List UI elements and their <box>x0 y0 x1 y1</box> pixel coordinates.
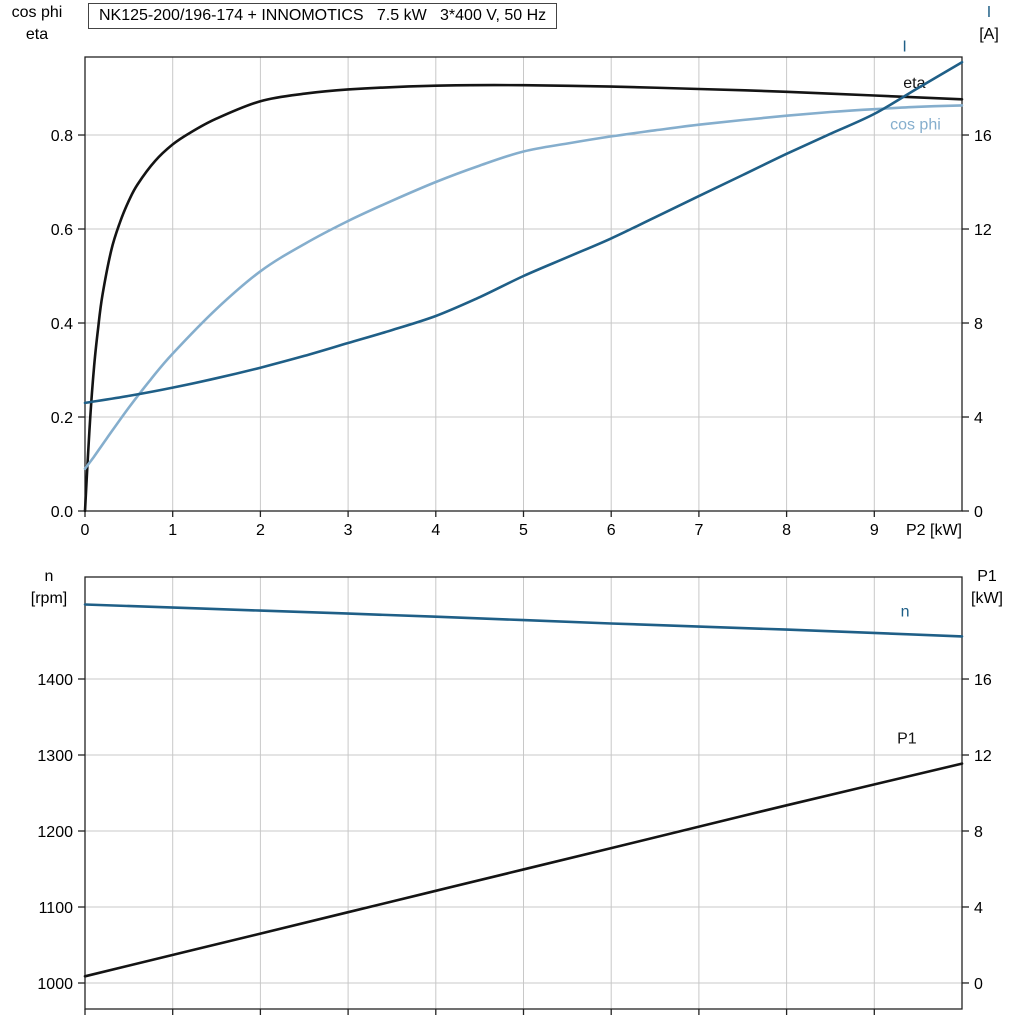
left-tick-label: 0.2 <box>51 410 73 427</box>
x-tick-label: 6 <box>607 522 616 539</box>
axis-label-speed: n <box>44 568 54 585</box>
x-axis-label: P2 [kW] <box>906 522 962 539</box>
left-tick-label: 1100 <box>39 900 74 917</box>
axis-label-eta: eta <box>25 26 49 43</box>
axis-label-current-unit: [A] <box>979 26 999 43</box>
right-tick-label: 12 <box>974 222 992 239</box>
left-tick-label: 1400 <box>37 672 73 689</box>
right-tick-label: 0 <box>974 504 983 521</box>
I-curve <box>83 60 964 405</box>
x-tick-label: 7 <box>694 522 703 539</box>
axis-label-p1-unit: [kW] <box>971 590 1003 607</box>
left-tick-label: 0.0 <box>51 504 73 521</box>
curve-label-P1: P1 <box>897 731 917 748</box>
x-tick-label: 4 <box>431 522 440 539</box>
bottom-left-axis-label: n [rpm] <box>16 566 82 610</box>
grid-lines <box>85 577 962 1009</box>
left-tick-label: 0.6 <box>51 222 73 239</box>
right-tick-label: 4 <box>974 900 983 917</box>
left-tick-label: 0.4 <box>51 316 73 333</box>
left-tick-label: 1200 <box>37 824 73 841</box>
axis-label-speed-unit: [rpm] <box>30 590 68 607</box>
right-tick-label: 12 <box>974 748 992 765</box>
x-tick-label: 2 <box>256 522 265 539</box>
right-tick-label: 16 <box>974 128 992 145</box>
right-tick-label: 16 <box>974 672 992 689</box>
axis-label-current: I <box>986 4 992 21</box>
right-tick-label: 8 <box>974 316 983 333</box>
x-tick-label: 8 <box>782 522 791 539</box>
curve-label-I: I <box>902 39 906 56</box>
axis-ticks: 1000 1100 1200 1300 1400 0 4 8 12 16 <box>37 672 992 1015</box>
curve-label-cos-phi: cos phi <box>890 116 941 133</box>
n-curve <box>83 603 964 638</box>
x-tick-label: 3 <box>344 522 353 539</box>
P1-curve <box>83 762 964 978</box>
axis-label-p1: P1 <box>977 568 997 585</box>
x-tick-label: 9 <box>870 522 879 539</box>
x-tick-label: 0 <box>81 522 90 539</box>
curve-label-n: n <box>901 604 910 621</box>
chart-title: NK125-200/196-174 + INNOMOTICS 7.5 kW 3*… <box>88 3 558 29</box>
right-tick-label: 4 <box>974 410 983 427</box>
axis-label-cos-phi: cos phi <box>11 4 63 21</box>
x-tick-label: 5 <box>519 522 528 539</box>
left-tick-label: 1300 <box>37 748 73 765</box>
left-tick-label: 1000 <box>37 976 73 993</box>
grid-lines <box>85 57 962 511</box>
cos-phi-curve <box>83 104 964 471</box>
bottom-chart: 1000 1100 1200 1300 1400 0 4 8 12 16 n P1 <box>37 576 992 1015</box>
bottom-right-axis-label: P1 [kW] <box>956 566 1018 610</box>
x-tick-label: 1 <box>168 522 177 539</box>
right-tick-label: 8 <box>974 824 983 841</box>
left-tick-label: 0.8 <box>51 128 73 145</box>
top-left-axis-label: cos phi eta <box>2 2 72 46</box>
eta-curve <box>83 83 964 513</box>
top-right-axis-label: I [A] <box>960 2 1018 46</box>
right-tick-label: 0 <box>974 976 983 993</box>
